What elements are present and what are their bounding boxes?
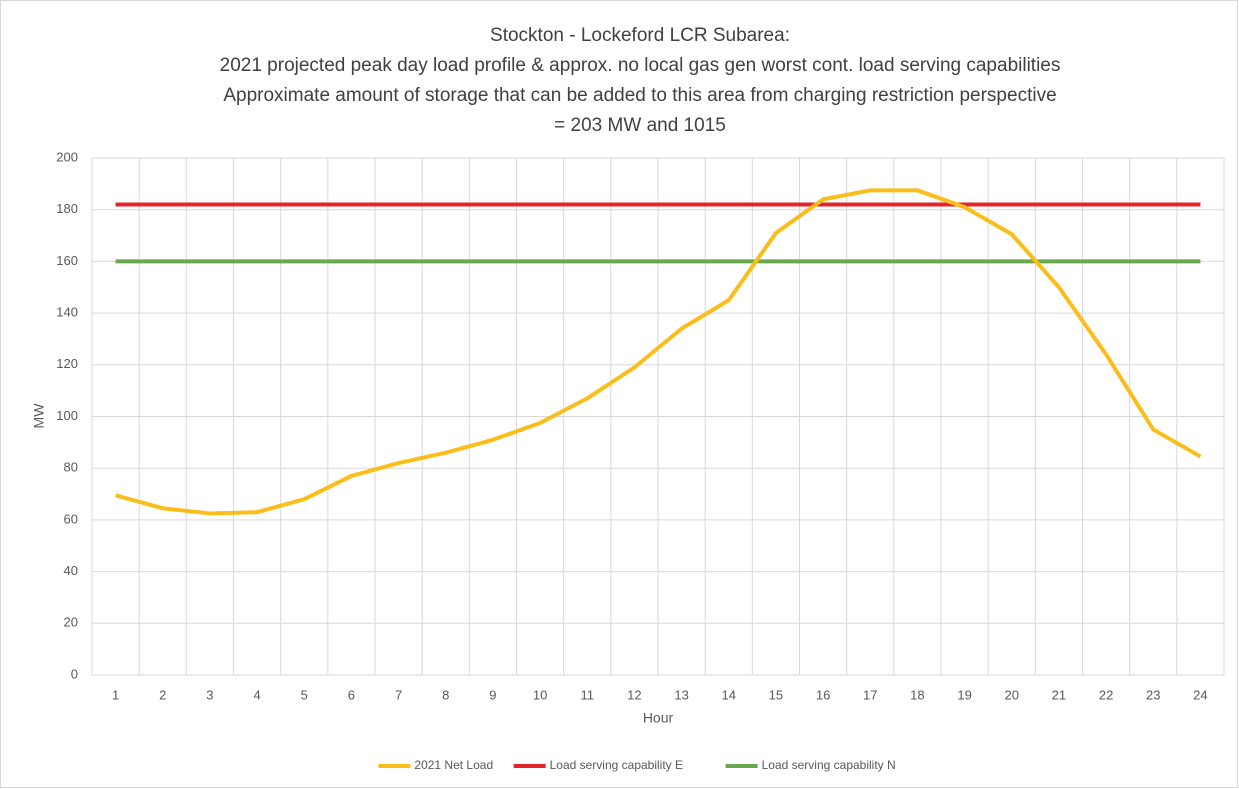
chart-title: Stockton - Lockeford LCR Subarea:	[490, 25, 790, 46]
y-tick-label: 160	[56, 253, 78, 268]
y-axis-label: MW	[31, 403, 47, 429]
y-tick-label: 40	[64, 563, 78, 578]
legend-label: Load serving capability E	[550, 758, 683, 772]
x-tick-label: 2	[159, 687, 166, 702]
x-tick-label: 1	[112, 687, 119, 702]
x-tick-label: 14	[722, 687, 736, 702]
y-tick-label: 180	[56, 201, 78, 216]
x-tick-label: 7	[395, 687, 402, 702]
x-tick-label: 12	[627, 687, 641, 702]
x-tick-label: 23	[1146, 687, 1160, 702]
x-tick-label: 20	[1005, 687, 1019, 702]
x-tick-label: 5	[301, 687, 308, 702]
y-tick-label: 20	[64, 615, 78, 630]
y-tick-label: 80	[64, 460, 78, 475]
y-tick-label: 120	[56, 356, 78, 371]
legend-label: 2021 Net Load	[414, 758, 493, 772]
legend-label: Load serving capability N	[762, 758, 896, 772]
x-tick-label: 17	[863, 687, 877, 702]
y-tick-label: 200	[56, 149, 78, 164]
x-tick-label: 13	[674, 687, 688, 702]
x-tick-label: 8	[442, 687, 449, 702]
x-tick-label: 16	[816, 687, 830, 702]
x-tick-label: 9	[489, 687, 496, 702]
y-tick-label: 140	[56, 305, 78, 320]
x-tick-label: 19	[957, 687, 971, 702]
chart-subtitle: = 203 MW and 1015	[554, 115, 726, 136]
chart-subtitle: Approximate amount of storage that can b…	[223, 85, 1056, 106]
x-tick-label: 18	[910, 687, 924, 702]
y-tick-label: 60	[64, 511, 78, 526]
x-tick-label: 10	[533, 687, 547, 702]
x-axis-label: Hour	[643, 710, 674, 726]
x-tick-label: 6	[348, 687, 355, 702]
series-line	[115, 188, 1202, 516]
x-tick-label: 11	[581, 687, 595, 702]
x-tick-label: 22	[1099, 687, 1113, 702]
x-tick-label: 21	[1052, 687, 1066, 702]
y-tick-label: 100	[56, 408, 78, 423]
x-tick-label: 3	[206, 687, 213, 702]
y-tick-label: 0	[71, 666, 78, 681]
x-tick-label: 15	[769, 687, 783, 702]
x-tick-label: 4	[253, 687, 260, 702]
x-tick-label: 24	[1193, 687, 1207, 702]
chart-subtitle: 2021 projected peak day load profile & a…	[220, 55, 1061, 76]
